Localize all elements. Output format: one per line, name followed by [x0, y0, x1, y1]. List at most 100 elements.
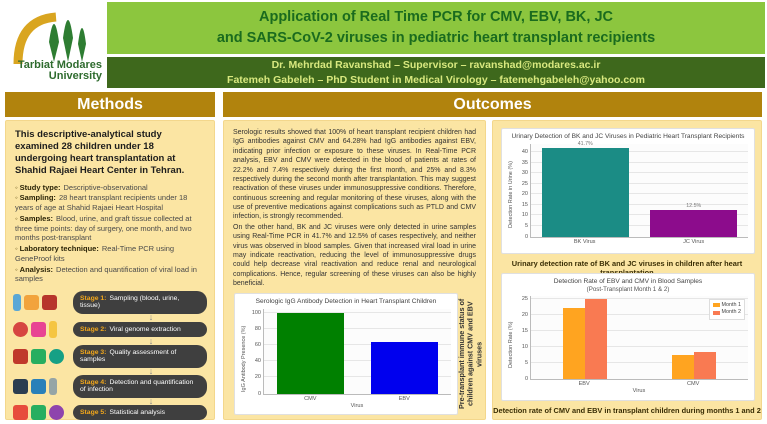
bars-container: 41.7% 12.5% [531, 141, 748, 237]
gridline [531, 214, 748, 216]
y-tick-label: 15 [521, 201, 528, 208]
bar-bk-virus: 41.7% [541, 141, 629, 237]
stage-row-3: Stage 3: Quality assessment of samples [13, 344, 207, 368]
down-arrow-icon: ↓ [148, 365, 154, 376]
bar-value-label: 41.7% [577, 141, 593, 148]
bullet-text: Descriptive-observational [63, 182, 148, 192]
legend-item: Month 1 [712, 302, 741, 310]
bullet-label: Laboratory technique: [19, 244, 99, 253]
gridline [531, 345, 748, 347]
gridline [264, 344, 451, 346]
bullet-icon: ◦ [15, 182, 18, 192]
stage-1-icons [13, 293, 73, 311]
logo-arch [13, 12, 57, 65]
y-axis-label: IgG Antibody Presence (%) [241, 325, 247, 392]
y-tick-label: 30 [521, 170, 528, 177]
stage-label: Stage 1: [80, 295, 107, 302]
poster-title-line1: Application of Real Time PCR for CMV, EB… [259, 8, 613, 25]
y-tick-label: 25 [521, 295, 528, 302]
outcomes-paragraph-2: On the other hand, BK and JC viruses wer… [233, 223, 476, 287]
stage-2-icons [13, 320, 73, 338]
bullet-analysis: ◦ Analysis: Detection and quantification o… [15, 265, 205, 285]
bar-EBV-month-1 [563, 307, 586, 379]
x-tick-labels: BK Virus JC Virus [573, 238, 705, 245]
gridline [531, 361, 748, 363]
stage-text: Detection and quantification of infectio… [80, 378, 194, 394]
bar-value-label: 12.5% [686, 203, 702, 210]
legend-item: Month 2 [712, 309, 741, 317]
bars-container [531, 296, 748, 379]
y-tick-label: 40 [521, 149, 528, 156]
bar-group [644, 296, 744, 379]
y-tick-label: 15 [521, 327, 528, 334]
stage-4-pill: Stage 4: Detection and quantification of … [73, 374, 207, 398]
serology-chart: Serologic IgG Antibody Detection in Hear… [234, 293, 458, 415]
poster-title-bar: Application of Real Time PCR for CMV, EB… [107, 2, 765, 54]
stage-text: Sampling (blood, urine, tissue) [80, 295, 180, 310]
bullet-text: Detection and quantification of viral lo… [15, 264, 197, 284]
down-arrow-icon: ↓ [148, 335, 154, 346]
bullet-lab-technique: ◦ Laboratory technique: Real-Time PCR usin… [15, 244, 205, 264]
bar-jc-virus: 12.5% [650, 203, 738, 237]
y-tick-label: 5 [524, 223, 528, 230]
y-tick-label: 60 [254, 342, 261, 349]
bullet-label: Analysis: [19, 264, 54, 274]
logo-line1: Tarbiat Modares [17, 58, 102, 71]
stage-3-pill: Stage 3: Quality assessment of samples [73, 344, 207, 368]
bars-container [264, 309, 451, 394]
petri-dish-icon [49, 405, 64, 421]
bullet-label: Samples: [19, 213, 54, 223]
university-logo: Tarbiat Modares University [2, 2, 105, 87]
lab-report-icon [31, 348, 46, 364]
bar-EBV-month-2 [585, 298, 608, 379]
statistics-chart-icon [13, 405, 28, 421]
y-tick-label: 0 [524, 375, 528, 382]
y-tick-label: 5 [524, 359, 528, 366]
x-tick-labels: CMV EBV [304, 395, 410, 402]
gridline [264, 311, 451, 313]
x-tick-labels: EBV CMV [578, 380, 700, 387]
y-tick-label: 25 [521, 180, 528, 187]
outcomes-paragraph-1: Serologic results showed that 100% of he… [233, 129, 476, 221]
stage-row-4: Stage 4: Detection and quantification of … [13, 374, 207, 398]
pcr-machine-icon [13, 378, 28, 394]
bullet-sampling: ◦ Sampling: 28 heart transplant recipients… [15, 193, 205, 213]
y-tick-label: 100 [251, 309, 261, 316]
gridline [531, 172, 748, 174]
outcomes-heading: Outcomes [223, 92, 762, 117]
stage-text: Viral genome extraction [109, 325, 181, 333]
y-tick-label: 20 [521, 311, 528, 318]
bar-group [535, 296, 635, 379]
stage-3-icons [13, 348, 73, 364]
bullet-label: Study type: [19, 182, 61, 192]
chart-subtitle: (Post-Transplant Month 1 & 2) [586, 285, 670, 293]
bar-ebv [370, 341, 438, 394]
virus-icon [13, 321, 28, 337]
stage-2-pill: Stage 2: Viral genome extraction [73, 321, 207, 338]
stage-row-5: Stage 5: Statistical analysis [13, 404, 207, 421]
stage-label: Stage 3: [80, 348, 107, 356]
gridline [531, 313, 748, 315]
gridline [264, 376, 451, 378]
logo-line2: University [48, 70, 102, 83]
authors-bar: Dr. Mehrdad Ravanshad – Supervisor – rav… [107, 57, 765, 88]
methods-heading: Methods [5, 92, 215, 117]
stage-row-1: Stage 1: Sampling (blood, urine, tissue) [13, 291, 207, 314]
plot-area: 0 5 10 15 20 25 Month 1 Month 2 [522, 295, 748, 382]
urinary-chart-caption: Urinary detection rate of BK and JC viru… [511, 259, 743, 277]
bullet-text: Real-Time PCR using GeneProof kits [15, 244, 175, 263]
bullet-icon: ◦ [15, 213, 18, 223]
bullet-study-type: ◦ Study type: Descriptive-observational [15, 183, 205, 193]
legend-swatch-icon [712, 303, 720, 308]
bullet-icon: ◦ [15, 193, 18, 203]
x-axis-label: Virus [632, 387, 646, 394]
blood-detection-chart: Detection Rate of EBV and CMV in Blood S… [501, 273, 755, 401]
bar-CMV-month-1 [671, 354, 694, 379]
blood-chart-caption: Detection rate of CMV and EBV in transpl… [493, 406, 761, 415]
gridline [264, 360, 451, 362]
plot-area: 0 20 40 60 80 100 [252, 308, 451, 397]
magnifier-virus-icon [49, 348, 64, 364]
outcomes-charts-panel: Urinary Detection of BK and JC Viruses i… [492, 120, 762, 420]
gridline [531, 225, 748, 227]
dna-helix-icon [49, 320, 57, 338]
